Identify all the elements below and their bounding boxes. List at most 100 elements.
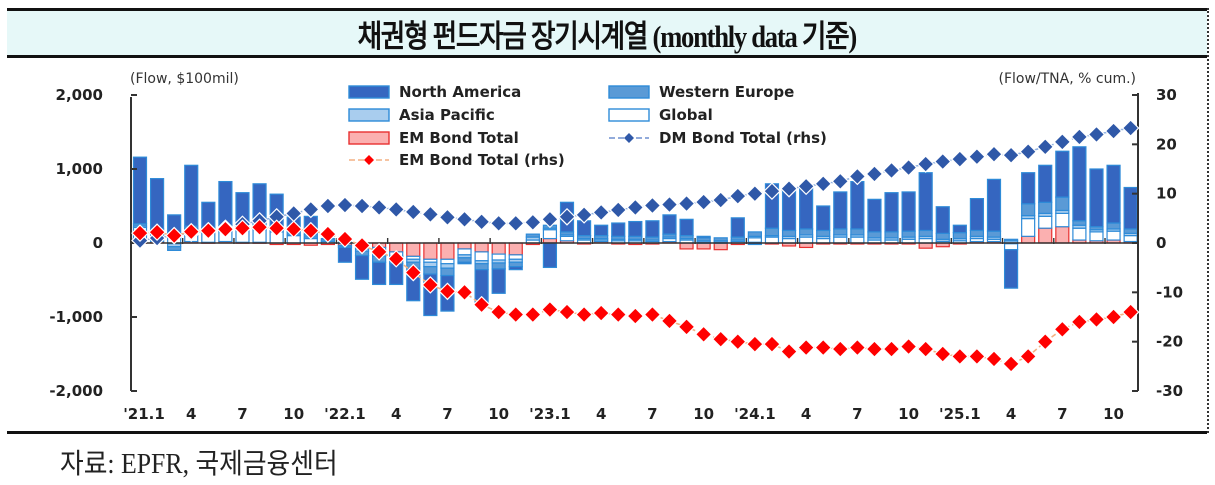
right-tick-label: 0 (1156, 234, 1166, 252)
em-bond-total-point-2025-10 (1104, 308, 1123, 326)
bar-global-2022-11 (508, 254, 523, 260)
bar-north-america-2025-10 (1106, 164, 1121, 224)
em-bond-total-point-2021-08 (250, 218, 269, 237)
bottom-rule (7, 431, 1207, 434)
bar-western-europe-2024-07 (850, 228, 865, 236)
dm-bond-total-point-2023-07 (643, 196, 662, 215)
bar-north-america-2024-11 (918, 172, 933, 232)
legend-label: DM Bond Total (rhs) (659, 129, 827, 147)
dm-bond-total-point-2023-04 (592, 203, 611, 222)
bar-em-bond-total-2023-11 (713, 242, 728, 251)
bar-north-america-2023-01 (542, 242, 558, 269)
em-bond-total-point-2025-03 (985, 350, 1003, 368)
bar-north-america-2024-08 (867, 198, 882, 233)
dm-bond-total-point-2024-02 (763, 182, 781, 201)
em-bond-total-point-2021-03 (165, 226, 184, 245)
legend-swatch (608, 85, 650, 99)
bar-western-europe-2024-11 (918, 229, 933, 237)
x-tick-label: '23.1 (529, 405, 571, 423)
em-bond-total-point-2023-07 (643, 305, 662, 324)
legend-label: Asia Pacific (399, 106, 495, 124)
legend-item-north-america: North America (348, 83, 521, 101)
right-tick-label: -20 (1156, 333, 1183, 351)
em-bond-total-point-2025-09 (1087, 310, 1106, 329)
left-tick-label: 0 (93, 234, 103, 252)
em-bond-total-point-2023-02 (558, 303, 576, 321)
bar-em-bond-total-2022-07 (440, 242, 455, 260)
x-tick-label: 4 (801, 405, 811, 423)
legend-item-em-bond-total-rhs: EM Bond Total (rhs) (349, 151, 565, 169)
em-bond-total-point-2021-07 (233, 219, 252, 238)
bar-western-europe-2024-08 (867, 231, 882, 239)
bar-western-europe-2022-09 (474, 263, 489, 271)
legend-marker-diamond (624, 133, 634, 143)
dm-bond-total-point-2025-03 (985, 145, 1003, 164)
dm-bond-total-point-2025-05 (1019, 142, 1038, 161)
dm-bond-total-point-2024-04 (797, 177, 815, 196)
dm-bond-total-point-2022-03 (370, 198, 388, 217)
bar-western-europe-2025-07 (1055, 196, 1070, 212)
x-tick-label: 4 (186, 405, 196, 423)
axes-layer: 2,000 1,000 0 -1,000 -2,000 30 20 10 0 -10 -20 -30 '… (49, 86, 1183, 423)
left-axis-unit-label: (Flow, $100mil) (130, 71, 239, 87)
bar-western-europe-2024-01 (747, 231, 762, 237)
em-bond-total-point-2024-12 (933, 345, 952, 363)
em-bond-total-point-2023-03 (575, 305, 593, 324)
dm-bond-total-point-2022-06 (421, 205, 440, 224)
bar-global-2025-10 (1106, 230, 1121, 241)
dm-bond-total-point-2024-09 (882, 161, 901, 180)
x-tick-label: 10 (283, 405, 304, 423)
x-tick-label: 10 (693, 405, 714, 423)
em-bond-total-point-2022-04 (387, 249, 406, 268)
bar-north-america-2024-07 (850, 180, 865, 230)
bar-western-europe-2024-02 (764, 227, 780, 237)
bar-north-america-2024-06 (833, 191, 848, 230)
bar-north-america-2024-10 (901, 191, 916, 232)
dm-bond-total-point-2022-01 (336, 196, 354, 214)
legend-label: North America (399, 83, 521, 101)
bar-north-america-2021-01 (132, 156, 148, 225)
right-tick-label: -30 (1156, 382, 1183, 400)
bar-global-2025-09 (1089, 231, 1104, 242)
bar-north-america-2025-09 (1089, 168, 1104, 228)
em-bond-total-point-2021-02 (148, 223, 166, 241)
right-tick-label: 20 (1156, 135, 1177, 153)
em-bond-total-point-2023-11 (711, 330, 730, 349)
legend-item-asia-pacific: Asia Pacific (348, 106, 495, 124)
dm-bond-total-point-2022-08 (455, 210, 474, 229)
x-tick-label: 7 (442, 405, 452, 423)
x-tick-label: 10 (488, 405, 509, 423)
em-bond-total-point-2022-02 (353, 236, 371, 255)
em-bond-total-point-2025-05 (1019, 347, 1038, 366)
em-bond-total-point-2023-06 (626, 307, 645, 325)
x-tick-label: 4 (596, 405, 606, 423)
bar-global-2025-08 (1072, 227, 1087, 241)
em-bond-total-point-2021-09 (267, 219, 286, 238)
bar-western-europe-2022-07 (440, 267, 455, 277)
em-bond-total-point-2025-02 (968, 347, 986, 366)
em-bond-total-point-2023-09 (677, 318, 696, 336)
em-bond-total-point-2024-01 (746, 335, 764, 353)
x-tick-label: 7 (237, 405, 247, 423)
dm-bond-total-point-2022-02 (353, 197, 371, 215)
source-note: 자료: EPFR, 국제금융센터 (60, 449, 338, 480)
em-bond-total-point-2024-05 (814, 338, 833, 357)
legend-swatch (348, 108, 390, 122)
bar-global-2022-09 (474, 251, 489, 262)
bar-north-america-2023-08 (662, 214, 677, 235)
x-tick-label: 4 (1006, 405, 1016, 423)
dm-bond-total-point-2024-10 (899, 158, 918, 177)
bar-western-europe-2021-03 (167, 246, 182, 251)
em-bond-total-point-2024-04 (797, 338, 815, 357)
bar-north-america-2023-09 (679, 218, 694, 237)
bar-western-europe-2023-11 (713, 237, 728, 242)
dm-bond-total-point-2023-03 (575, 206, 593, 224)
em-bond-total-point-2021-10 (284, 220, 303, 239)
legend-item-dm-bond-total-rhs: DM Bond Total (rhs) (609, 129, 827, 147)
bar-global-2022-07 (440, 258, 455, 265)
em-bond-total-point-2025-04 (1002, 355, 1020, 373)
bar-north-america-2024-05 (816, 205, 831, 232)
dm-bond-total-point-2024-01 (746, 184, 764, 203)
bar-north-america-2023-05 (611, 222, 626, 237)
em-bond-total-point-2024-03 (780, 342, 798, 361)
